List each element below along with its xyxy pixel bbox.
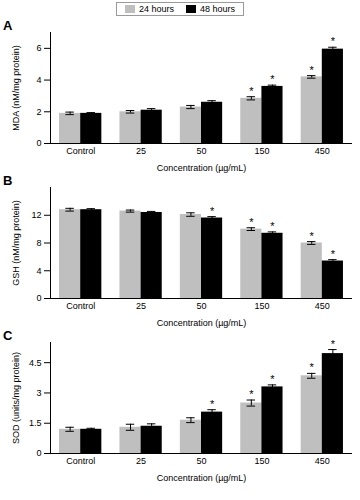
svg-text:GSH (nM/mg protein): GSH (nM/mg protein) bbox=[11, 200, 21, 286]
svg-text:Concentration (µg/mL): Concentration (µg/mL) bbox=[157, 318, 247, 328]
svg-text:*: * bbox=[331, 248, 336, 260]
svg-text:*: * bbox=[210, 398, 215, 410]
html-text:24 hours: 24 hours bbox=[139, 4, 174, 14]
svg-text:*: * bbox=[270, 220, 275, 232]
svg-text:0: 0 bbox=[36, 293, 41, 303]
svg-text:1.5: 1.5 bbox=[29, 418, 42, 428]
svg-text:2: 2 bbox=[36, 107, 41, 117]
svg-text:4.5: 4.5 bbox=[29, 358, 42, 368]
svg-text:*: * bbox=[270, 73, 275, 85]
svg-text:4: 4 bbox=[36, 75, 41, 85]
svg-text:25: 25 bbox=[136, 301, 146, 311]
svg-text:25: 25 bbox=[136, 456, 146, 466]
svg-text:6: 6 bbox=[36, 43, 41, 53]
svg-text:*: * bbox=[270, 373, 275, 385]
svg-text:Control: Control bbox=[66, 301, 95, 311]
svg-text:150: 150 bbox=[254, 456, 269, 466]
svg-text:Control: Control bbox=[66, 146, 95, 156]
svg-text:50: 50 bbox=[196, 301, 206, 311]
svg-text:*: * bbox=[249, 388, 254, 400]
svg-text:Concentration (µg/mL): Concentration (µg/mL) bbox=[157, 163, 247, 173]
svg-text:MDA (nM/mg protein): MDA (nM/mg protein) bbox=[11, 45, 21, 131]
svg-text:150: 150 bbox=[254, 146, 269, 156]
svg-text:SOD (units/mg protein): SOD (units/mg protein) bbox=[11, 352, 21, 444]
svg-text:*: * bbox=[310, 361, 315, 373]
svg-text:450: 450 bbox=[315, 301, 330, 311]
svg-text:*: * bbox=[310, 230, 315, 242]
html-text:48 hours: 48 hours bbox=[200, 4, 235, 14]
svg-text:*: * bbox=[331, 338, 336, 350]
svg-text:25: 25 bbox=[136, 146, 146, 156]
svg-text:Concentration (µg/mL): Concentration (µg/mL) bbox=[157, 473, 247, 483]
svg-text:50: 50 bbox=[196, 456, 206, 466]
svg-text:450: 450 bbox=[315, 456, 330, 466]
svg-text:*: * bbox=[249, 85, 254, 97]
svg-text:50: 50 bbox=[196, 146, 206, 156]
svg-text:4: 4 bbox=[36, 266, 41, 276]
svg-text:*: * bbox=[310, 64, 315, 76]
svg-text:0: 0 bbox=[36, 448, 41, 458]
html-text:A: A bbox=[3, 18, 13, 33]
svg-text:*: * bbox=[331, 35, 336, 47]
svg-text:8: 8 bbox=[36, 238, 41, 248]
svg-text:*: * bbox=[210, 205, 215, 217]
html-text:B: B bbox=[3, 173, 13, 188]
svg-text:*: * bbox=[249, 216, 254, 228]
svg-text:150: 150 bbox=[254, 301, 269, 311]
svg-text:450: 450 bbox=[315, 146, 330, 156]
svg-text:3: 3 bbox=[36, 388, 41, 398]
svg-text:0: 0 bbox=[36, 138, 41, 148]
svg-text:Control: Control bbox=[66, 456, 95, 466]
html-text:C: C bbox=[3, 328, 13, 343]
svg-text:12: 12 bbox=[31, 210, 41, 220]
